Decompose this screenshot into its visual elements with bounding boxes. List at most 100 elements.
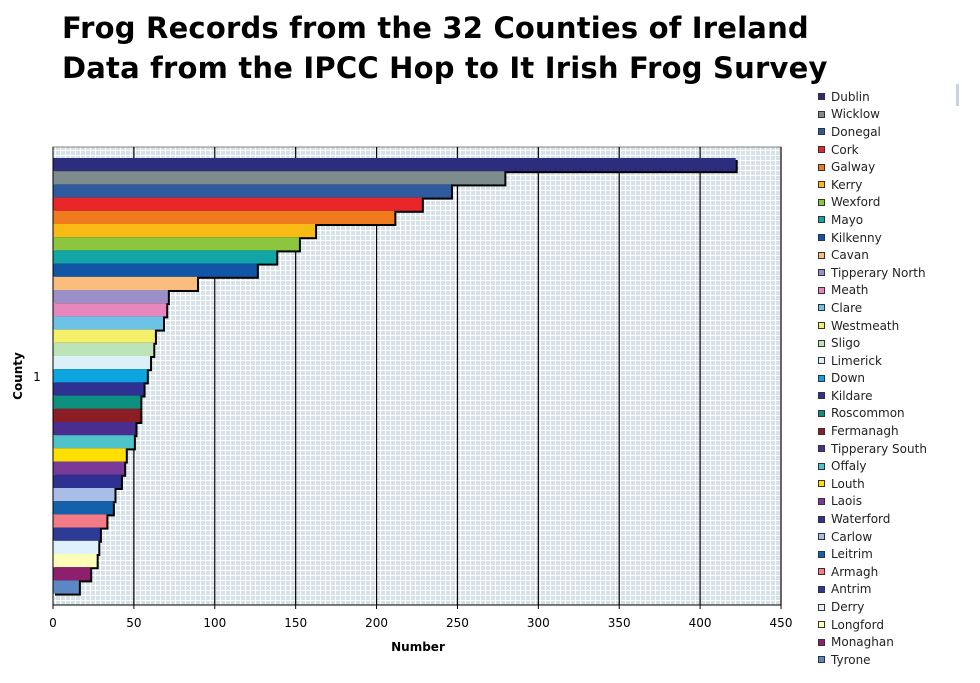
- bar-tipperary-south: [53, 422, 136, 436]
- legend-item: Limerick: [818, 352, 978, 370]
- legend-item: Cavan: [818, 246, 978, 264]
- legend-label: Limerick: [831, 353, 882, 368]
- legend-swatch: [818, 128, 825, 136]
- legend-item: Meath: [818, 282, 978, 300]
- legend-label: Donegal: [831, 124, 881, 139]
- legend-label: Longford: [831, 617, 884, 632]
- chart-title-line-1: Frog Records from the 32 Counties of Ire…: [62, 11, 809, 45]
- bar-louth: [53, 448, 126, 462]
- y-axis-title: County: [11, 352, 25, 400]
- legend-label: Kerry: [831, 177, 863, 192]
- legend-label: Roscommon: [831, 406, 905, 421]
- legend-label: Cavan: [831, 248, 869, 263]
- bar-laois: [53, 461, 125, 475]
- bar-clare: [53, 316, 164, 330]
- legend-label: Fermanagh: [831, 424, 899, 439]
- legend-item: Antrim: [818, 581, 978, 599]
- legend-item: Offaly: [818, 457, 978, 475]
- legend-swatch: [818, 198, 825, 206]
- legend-label: Derry: [831, 600, 865, 615]
- bar-limerick: [53, 356, 151, 370]
- legend-swatch: [818, 269, 825, 277]
- bar-kildare: [53, 382, 144, 396]
- legend-item: Armagh: [818, 563, 978, 581]
- legend-swatch: [818, 146, 825, 154]
- bar-fermanagh: [53, 408, 141, 422]
- legend-item: Roscommon: [818, 405, 978, 423]
- bar-waterford: [53, 474, 121, 488]
- legend-label: Kildare: [831, 388, 873, 403]
- bars-group: [53, 158, 738, 596]
- bar-galway: [53, 210, 395, 224]
- x-tick-label: 350: [608, 616, 631, 630]
- x-tick-label: 300: [527, 616, 550, 630]
- legend-label: Meath: [831, 283, 869, 298]
- bar-westmeath: [53, 329, 155, 343]
- legend-swatch: [818, 409, 825, 417]
- legend-swatch: [818, 445, 825, 453]
- legend-item: Longford: [818, 616, 978, 634]
- legend-item: Donegal: [818, 123, 978, 141]
- legend-label: Tyrone: [831, 652, 871, 667]
- x-tick-label: 250: [446, 616, 469, 630]
- legend-swatch: [818, 638, 825, 646]
- legend-swatch: [818, 427, 825, 435]
- legend-label: Monaghan: [831, 635, 894, 650]
- x-tick-label: 200: [365, 616, 388, 630]
- bar-kerry: [53, 224, 316, 238]
- legend-item: Carlow: [818, 528, 978, 546]
- bar-roscommon: [53, 395, 141, 409]
- legend-label: Laois: [831, 494, 862, 509]
- legend-swatch: [818, 216, 825, 224]
- legend-label: Offaly: [831, 459, 867, 474]
- legend-swatch: [818, 251, 825, 259]
- legend-label: Leitrim: [831, 547, 873, 562]
- bar-armagh: [53, 514, 107, 528]
- legend-swatch: [818, 286, 825, 294]
- bar-meath: [53, 303, 167, 317]
- y-category-label: 1: [33, 370, 41, 384]
- legend-swatch: [818, 392, 825, 400]
- legend-label: Clare: [831, 300, 863, 315]
- legend-label: Galway: [831, 160, 876, 175]
- legend-label: Westmeath: [831, 318, 900, 333]
- legend-item: Kilkenny: [818, 229, 978, 247]
- x-tick-label: 400: [689, 616, 712, 630]
- bar-offaly: [53, 435, 134, 449]
- legend-swatch: [818, 304, 825, 312]
- legend-item: Galway: [818, 158, 978, 176]
- legend-swatch: [818, 93, 825, 101]
- bar-mayo: [53, 250, 277, 264]
- bar-tyrone: [53, 580, 79, 594]
- legend-item: Louth: [818, 475, 978, 493]
- bar-tipperary-north: [53, 290, 168, 304]
- chart-title: Frog Records from the 32 Counties of Ire…: [62, 8, 828, 88]
- legend-label: Tipperary South: [831, 441, 927, 456]
- legend-item: Monaghan: [818, 633, 978, 651]
- bar-donegal: [53, 184, 451, 198]
- legend-item: Tipperary North: [818, 264, 978, 282]
- bar-antrim: [53, 527, 100, 541]
- legend-swatch: [818, 374, 825, 382]
- legend-swatch: [818, 550, 825, 558]
- legend-swatch: [818, 181, 825, 189]
- legend-label: Down: [831, 371, 866, 386]
- legend-item: Tipperary South: [818, 440, 978, 458]
- bar-cork: [53, 197, 422, 211]
- legend-label: Wexford: [831, 195, 881, 210]
- legend-swatch: [818, 656, 825, 664]
- legend-swatch: [818, 621, 825, 629]
- legend-item: Mayo: [818, 211, 978, 229]
- legend-label: Cork: [831, 142, 859, 157]
- legend-item: Clare: [818, 299, 978, 317]
- legend-item: Fermanagh: [818, 422, 978, 440]
- legend-item: Tyrone: [818, 651, 978, 669]
- chart-title-line-2: Data from the IPCC Hop to It Irish Frog …: [62, 51, 828, 85]
- legend-swatch: [818, 357, 825, 365]
- legend-swatch: [818, 234, 825, 242]
- legend-swatch: [818, 110, 825, 118]
- legend-item: Laois: [818, 493, 978, 511]
- bar-kilkenny: [53, 263, 257, 277]
- legend-item: Down: [818, 370, 978, 388]
